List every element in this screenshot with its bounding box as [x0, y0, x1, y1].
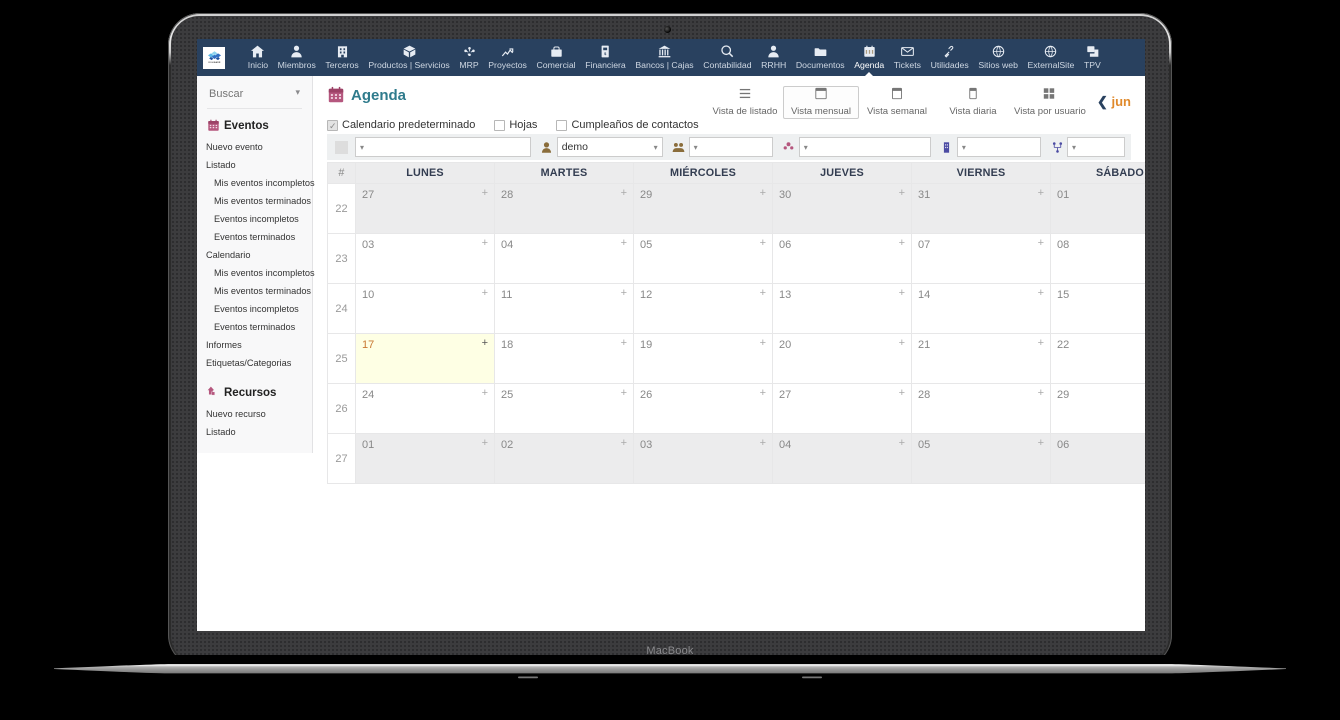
svg-text:DOLIBARR: DOLIBARR [208, 61, 220, 64]
